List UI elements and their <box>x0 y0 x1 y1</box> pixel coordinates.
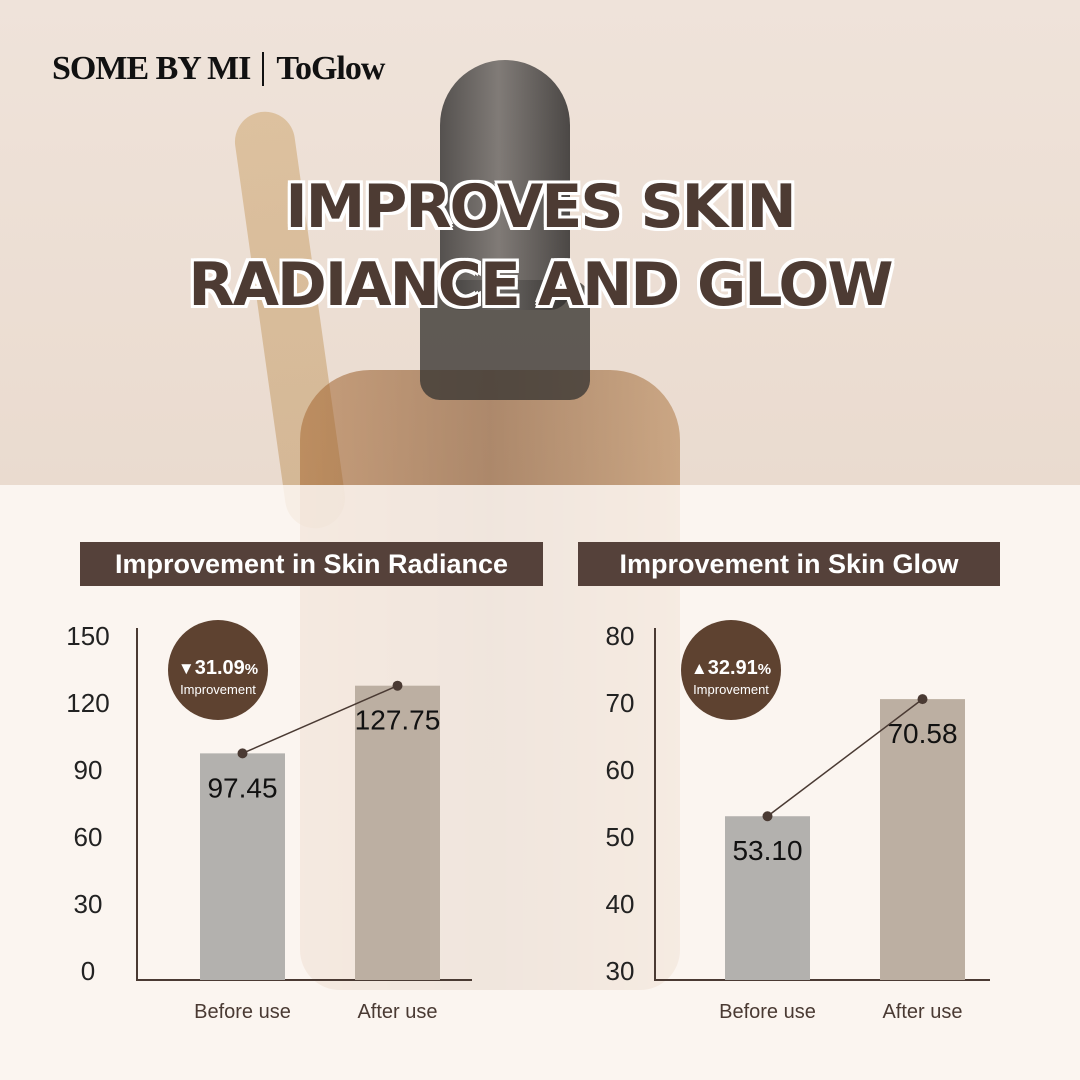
trend-point <box>917 694 928 705</box>
trend-point <box>392 680 403 691</box>
y-tick-label: 80 <box>606 621 635 651</box>
bar-value-label: 97.45 <box>207 772 277 803</box>
x-category-label: After use <box>357 1001 437 1023</box>
x-category-label: Before use <box>719 1001 816 1023</box>
improvement-label: Improvement <box>180 682 256 697</box>
chart-title-radiance: Improvement in Skin Radiance <box>80 542 543 586</box>
x-category-label: After use <box>882 1001 962 1023</box>
y-tick-label: 120 <box>66 688 109 718</box>
y-tick-label: 60 <box>606 755 635 785</box>
improvement-badge <box>168 620 268 720</box>
improvement-arrow-icon: ▼ <box>178 659 195 678</box>
bar-value-label: 53.10 <box>732 835 802 866</box>
y-tick-label: 0 <box>81 956 95 986</box>
improvement-value: 32.91 <box>708 657 758 679</box>
y-tick-label: 40 <box>606 889 635 919</box>
bar-after <box>880 699 965 980</box>
dropper-bulb-image <box>440 60 570 310</box>
y-tick-label: 50 <box>606 822 635 852</box>
bar-before <box>725 816 810 980</box>
logo-toglow: ToGlow <box>276 50 385 87</box>
headline-line-2: RADIANCE AND GLOW <box>188 250 893 320</box>
axis-line <box>654 628 990 981</box>
bar-value-label: 70.58 <box>887 718 957 749</box>
x-category-label: Before use <box>194 1001 291 1023</box>
improvement-percentage: ▼31.09% <box>178 657 258 679</box>
improvement-arrow-icon: ▲ <box>691 659 708 678</box>
improvement-label: Improvement <box>693 682 769 697</box>
y-tick-label: 30 <box>74 889 103 919</box>
trend-point <box>237 748 248 759</box>
y-tick-label: 150 <box>66 621 109 651</box>
improvement-badge <box>681 620 781 720</box>
bar-after <box>355 685 440 980</box>
bar-value-label: 127.75 <box>355 705 441 736</box>
improvement-unit: % <box>758 661 771 678</box>
brand-logo: SOME BY MI ToGlow <box>52 50 385 88</box>
improvement-value: 31.09 <box>195 657 245 679</box>
trend-line <box>242 685 398 755</box>
y-tick-label: 60 <box>74 822 103 852</box>
trend-point <box>762 811 773 822</box>
improvement-unit: % <box>245 661 258 678</box>
headline-line-1: IMPROVES SKIN <box>285 172 796 242</box>
y-tick-label: 30 <box>606 956 635 986</box>
y-tick-label: 90 <box>74 755 103 785</box>
bar-before <box>200 753 285 980</box>
trend-line <box>767 698 923 817</box>
logo-somebymi: SOME BY MI <box>52 50 251 87</box>
headline: IMPROVES SKIN RADIANCE AND GLOW <box>0 168 1080 324</box>
chart-title-glow: Improvement in Skin Glow <box>578 542 1000 586</box>
improvement-percentage: ▲32.91% <box>691 657 771 679</box>
logo-divider <box>262 52 265 86</box>
y-tick-label: 70 <box>606 688 635 718</box>
